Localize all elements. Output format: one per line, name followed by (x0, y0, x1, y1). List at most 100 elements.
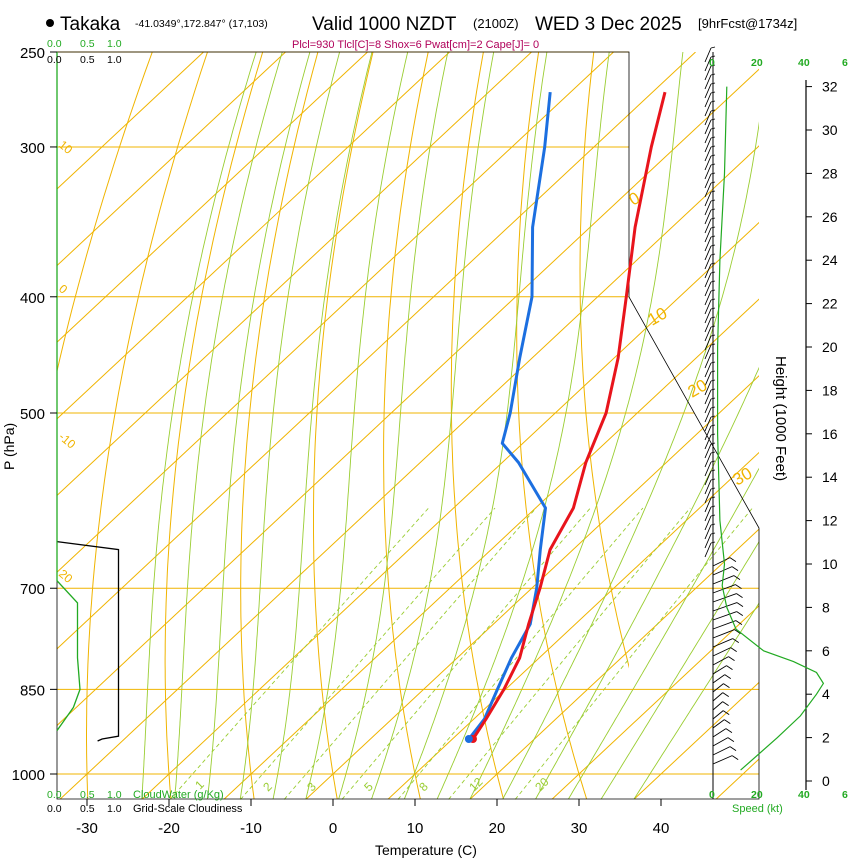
wind-barb-flag (710, 226, 716, 229)
wind-barb-flag (726, 665, 733, 670)
wind-barb (704, 533, 712, 549)
mixing-ratio-line (514, 507, 753, 800)
isotherm-line (141, 221, 759, 799)
pressure-tick-labels: 250 300 400 500 700 850 1000 (12, 45, 57, 784)
wind-barb (704, 506, 712, 522)
wind-barb (704, 200, 712, 216)
wind-barb (712, 575, 735, 585)
wind-barb (704, 290, 712, 306)
dry-adiabat-label: 20 (685, 376, 711, 402)
wind-barb-flag (710, 343, 716, 346)
speed-bottom-6: 6 (842, 789, 848, 801)
wind-barb (704, 335, 712, 351)
height-tick-label: 6 (822, 643, 830, 659)
height-axis-title: Height (1000 Feet) (772, 356, 789, 481)
mixing-ratio-label: 3 (304, 779, 319, 794)
wind-barb (704, 389, 712, 405)
wind-barb-flag (710, 235, 716, 238)
valid-time: Valid 1000 NZDT (312, 14, 457, 35)
wind-barb-flag (732, 638, 740, 643)
height-tick-label: 26 (822, 209, 838, 225)
wind-barb (704, 407, 712, 423)
wind-barb (704, 254, 712, 270)
wind-barb (704, 353, 712, 369)
x-tick-label: 20 (489, 820, 506, 837)
height-tick-label: 14 (822, 469, 838, 485)
height-tick-label: 28 (822, 165, 838, 181)
wind-barb-flag (710, 307, 716, 310)
wind-barb (712, 638, 733, 648)
wind-barb-flag (710, 172, 716, 175)
wind-barb-flag (710, 181, 716, 184)
height-tick-label: 4 (822, 686, 830, 702)
wind-barb (704, 191, 712, 207)
wind-barb-flag (710, 451, 716, 454)
wind-barb (704, 110, 712, 126)
wind-barb (704, 56, 712, 72)
wind-barb-flag (710, 280, 716, 283)
moist-adiabat (633, 602, 759, 799)
wind-barb-flag (710, 397, 716, 400)
pressure-tick-label: 850 (20, 682, 45, 699)
isotherm-line (57, 68, 759, 727)
pressure-tick-label: 700 (20, 581, 45, 598)
pressure-tick-label: 500 (20, 406, 45, 423)
x-tick-label: 30 (571, 820, 588, 837)
wind-barb (704, 119, 712, 135)
indices-line: Plcl=930 Tlcl[C]=8 Shox=6 Pwat[cm]=2 Cap… (292, 39, 539, 51)
wind-barb (704, 479, 712, 495)
wind-barb-flag (710, 154, 716, 157)
height-tick-label: 24 (822, 252, 838, 268)
wind-speed-profile (717, 86, 825, 771)
isotherm-label: 0 (56, 282, 70, 297)
sounding-profiles (464, 91, 667, 743)
moist-adiabat (567, 467, 759, 799)
wind-barb-flag (710, 91, 716, 94)
speed-top-40: 40 (798, 57, 810, 69)
wind-barbs (704, 46, 744, 765)
wind-speed-line (717, 86, 825, 771)
wind-barb (704, 47, 712, 63)
x-tick-label: 10 (407, 820, 424, 837)
dry-adiabat (641, 31, 753, 800)
height-tick-label: 20 (822, 339, 838, 355)
plot-frame (56, 51, 760, 800)
wind-barb-flag (710, 370, 716, 373)
dewpoint-profile (467, 91, 552, 740)
wind-barb-flag (725, 728, 733, 733)
isotherm-line (469, 528, 759, 799)
wind-barb-flag (710, 514, 716, 517)
pressure-tick-label: 250 (20, 45, 45, 62)
cloudwater-label: CloudWater (g/Kg) (133, 789, 224, 801)
wind-barb-flag (729, 746, 737, 751)
wind-barb-flag (731, 566, 739, 571)
dry-adiabat (516, 52, 588, 799)
height-tick-label: 2 (822, 730, 830, 746)
x-tick-label: -30 (76, 820, 98, 837)
wind-barb (712, 584, 736, 594)
wind-barb-flag (710, 379, 716, 382)
cloudiness-bottom-05: 0.5 (80, 803, 95, 815)
wind-barb (704, 488, 712, 504)
station-dot (46, 19, 54, 27)
wind-barb (704, 209, 712, 225)
wind-barb (704, 137, 712, 153)
x-tick-label: 0 (329, 820, 337, 837)
mixing-ratio-label: 2 (260, 779, 275, 794)
cloud-bottom-0: 0.0 (47, 789, 62, 801)
wind-barb (704, 317, 712, 333)
wind-barb-flag (710, 163, 716, 166)
height-tick-label: 22 (822, 296, 838, 312)
wind-barb (704, 236, 712, 252)
speed-top-0: 0 (709, 57, 715, 69)
wind-barb-flag (733, 575, 741, 580)
wind-barb-flag (728, 656, 735, 661)
cloud-top-05: 0.5 (80, 38, 95, 50)
isotherm-line (57, 52, 204, 190)
wind-barb (704, 443, 712, 459)
cloud-bottom-05: 0.5 (80, 789, 95, 801)
pressure-tick-label: 400 (20, 290, 45, 307)
wind-barb-flag (710, 136, 716, 139)
wind-barb (704, 470, 712, 486)
wind-barb (712, 665, 727, 675)
